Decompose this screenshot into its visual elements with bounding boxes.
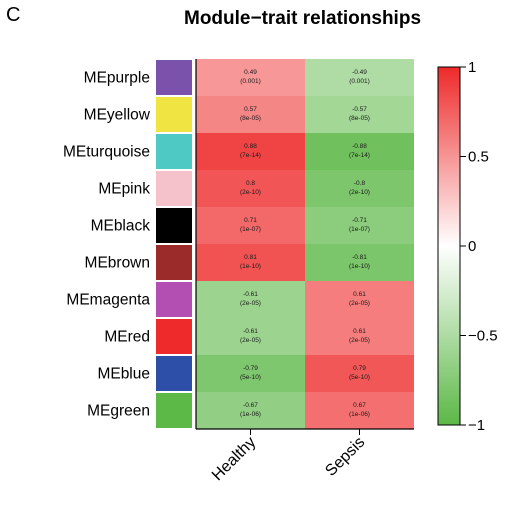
cell-label-mepink-sepsis-value: -0.8: [354, 180, 366, 187]
cell-label-mered-sepsis-pvalue: (2e-05): [349, 337, 370, 344]
cell-label-meyellow-healthy-pvalue: (8e-05): [240, 115, 261, 122]
row-label-meyellow: MEyellow: [84, 107, 151, 124]
cell-label-megreen-sepsis-pvalue: (1e-06): [349, 411, 370, 418]
colorbar: 1 0.5 0 −0.5 −1: [437, 59, 498, 434]
colorbar-tick-label: 0.5: [468, 149, 489, 166]
cell-meyellow-healthy: [196, 96, 305, 133]
cell-label-mered-healthy-pvalue: (2e-05): [240, 337, 261, 344]
swatch-mepurple: [156, 60, 192, 95]
cell-label-memagenta-sepsis-value: 0.61: [353, 291, 366, 298]
cell-label-megreen-healthy-pvalue: (1e-06): [240, 411, 261, 418]
cell-label-meyellow-sepsis-pvalue: (8e-05): [349, 115, 370, 122]
cell-label-meblue-sepsis-pvalue: (5e-10): [349, 374, 370, 381]
swatch-mered: [156, 319, 192, 354]
cell-label-mered-sepsis-value: 0.61: [353, 328, 366, 335]
cell-memagenta-healthy: [196, 281, 305, 318]
cell-mebrown-healthy: [196, 244, 305, 281]
cell-label-meturquoise-healthy-value: 0.88: [244, 143, 257, 150]
cell-label-mebrown-healthy-pvalue: (1e-10): [240, 263, 261, 270]
cell-label-meturquoise-sepsis-pvalue: (7e-14): [349, 152, 370, 159]
cell-mepink-sepsis: [305, 170, 414, 207]
cell-mepink-healthy: [196, 170, 305, 207]
cell-meblue-healthy: [196, 355, 305, 392]
cell-label-mebrown-sepsis-pvalue: (1e-10): [349, 263, 370, 270]
colorbar-tick-label: −1: [468, 417, 485, 434]
chart-title: Module−trait relationships: [184, 8, 422, 29]
swatch-memagenta: [156, 282, 192, 317]
cell-meblack-healthy: [196, 207, 305, 244]
swatch-meyellow: [156, 97, 192, 132]
colorbar-tick-label: 0: [468, 238, 476, 255]
cell-label-mepink-healthy-pvalue: (2e-10): [240, 189, 261, 196]
cell-label-meblack-sepsis-value: -0.71: [352, 217, 367, 224]
cell-label-mebrown-healthy-value: 0.81: [244, 254, 257, 261]
cell-meblue-sepsis: [305, 355, 414, 392]
colorbar-tick-label: 1: [468, 59, 476, 76]
column-labels: Healthy Sepsis: [209, 429, 368, 484]
swatch-meturquoise: [156, 134, 192, 169]
cell-label-megreen-healthy-value: -0.67: [243, 402, 258, 409]
row-label-mepink: MEpink: [98, 181, 150, 198]
cell-mepurple-healthy: [196, 59, 305, 96]
row-label-mebrown: MEbrown: [85, 255, 150, 272]
column-label-healthy: Healthy: [209, 434, 259, 484]
cell-label-mered-healthy-value: -0.61: [243, 328, 258, 335]
row-label-mepurple: MEpurple: [84, 70, 150, 87]
row-label-mered: MEred: [104, 329, 150, 346]
cell-mepurple-sepsis: [305, 59, 414, 96]
swatch-megreen: [156, 393, 192, 428]
cell-label-mepink-healthy-value: 0.8: [246, 180, 255, 187]
cell-label-meyellow-healthy-value: 0.57: [244, 106, 257, 113]
cell-meblack-sepsis: [305, 207, 414, 244]
row-label-meblack: MEblack: [91, 218, 151, 235]
row-labels: MEpurple MEyellow MEturquoise MEpink MEblack…: [63, 70, 151, 420]
row-label-memagenta: MEmagenta: [66, 292, 150, 309]
cell-label-meblue-healthy-pvalue: (5e-10): [240, 374, 261, 381]
cell-label-meblue-sepsis-value: 0.79: [353, 365, 366, 372]
cell-label-mepurple-sepsis-pvalue: (0.001): [349, 78, 370, 85]
heatmap-cells: 0.49 (0.001) -0.49 (0.001) 0.57 (8e-05) -0.57 (…: [195, 59, 414, 430]
row-label-meblue: MEblue: [97, 366, 150, 383]
cell-meturquoise-sepsis: [305, 133, 414, 170]
cell-memagenta-sepsis: [305, 281, 414, 318]
cell-mered-healthy: [196, 318, 305, 355]
cell-label-mepurple-sepsis-value: -0.49: [352, 69, 367, 76]
cell-label-meblue-healthy-value: -0.79: [243, 365, 258, 372]
cell-label-meturquoise-healthy-pvalue: (7e-14): [240, 152, 261, 159]
cell-meyellow-sepsis: [305, 96, 414, 133]
cell-label-meblack-healthy-value: 0.71: [244, 217, 257, 224]
cell-label-mepurple-healthy-value: 0.49: [244, 69, 257, 76]
cell-label-mebrown-sepsis-value: -0.81: [352, 254, 367, 261]
cell-label-meblack-healthy-pvalue: (1e-07): [240, 226, 261, 233]
cell-megreen-healthy: [196, 392, 305, 429]
cell-label-mepurple-healthy-pvalue: (0.001): [240, 78, 261, 85]
swatch-meblack: [156, 208, 192, 243]
column-label-sepsis: Sepsis: [322, 434, 368, 480]
cell-mebrown-sepsis: [305, 244, 414, 281]
cell-megreen-sepsis: [305, 392, 414, 429]
cell-label-megreen-sepsis-value: 0.67: [353, 402, 366, 409]
cell-meturquoise-healthy: [196, 133, 305, 170]
swatch-meblue: [156, 356, 192, 391]
cell-label-meturquoise-sepsis-value: -0.88: [352, 143, 367, 150]
swatch-mepink: [156, 171, 192, 206]
cell-label-meblack-sepsis-pvalue: (1e-07): [349, 226, 370, 233]
module-color-swatches: [156, 60, 192, 428]
panel-label: C: [6, 4, 21, 26]
cell-label-memagenta-healthy-value: -0.61: [243, 291, 258, 298]
cell-label-meyellow-sepsis-value: -0.57: [352, 106, 367, 113]
cell-label-memagenta-sepsis-pvalue: (2e-05): [349, 300, 370, 307]
cell-mered-sepsis: [305, 318, 414, 355]
cell-label-memagenta-healthy-pvalue: (2e-05): [240, 300, 261, 307]
row-label-megreen: MEgreen: [87, 403, 150, 420]
row-label-meturquoise: MEturquoise: [63, 144, 150, 161]
colorbar-tick-label: −0.5: [468, 328, 498, 345]
cell-label-mepink-sepsis-pvalue: (2e-10): [349, 189, 370, 196]
swatch-mebrown: [156, 245, 192, 280]
colorbar-gradient: [437, 66, 461, 426]
